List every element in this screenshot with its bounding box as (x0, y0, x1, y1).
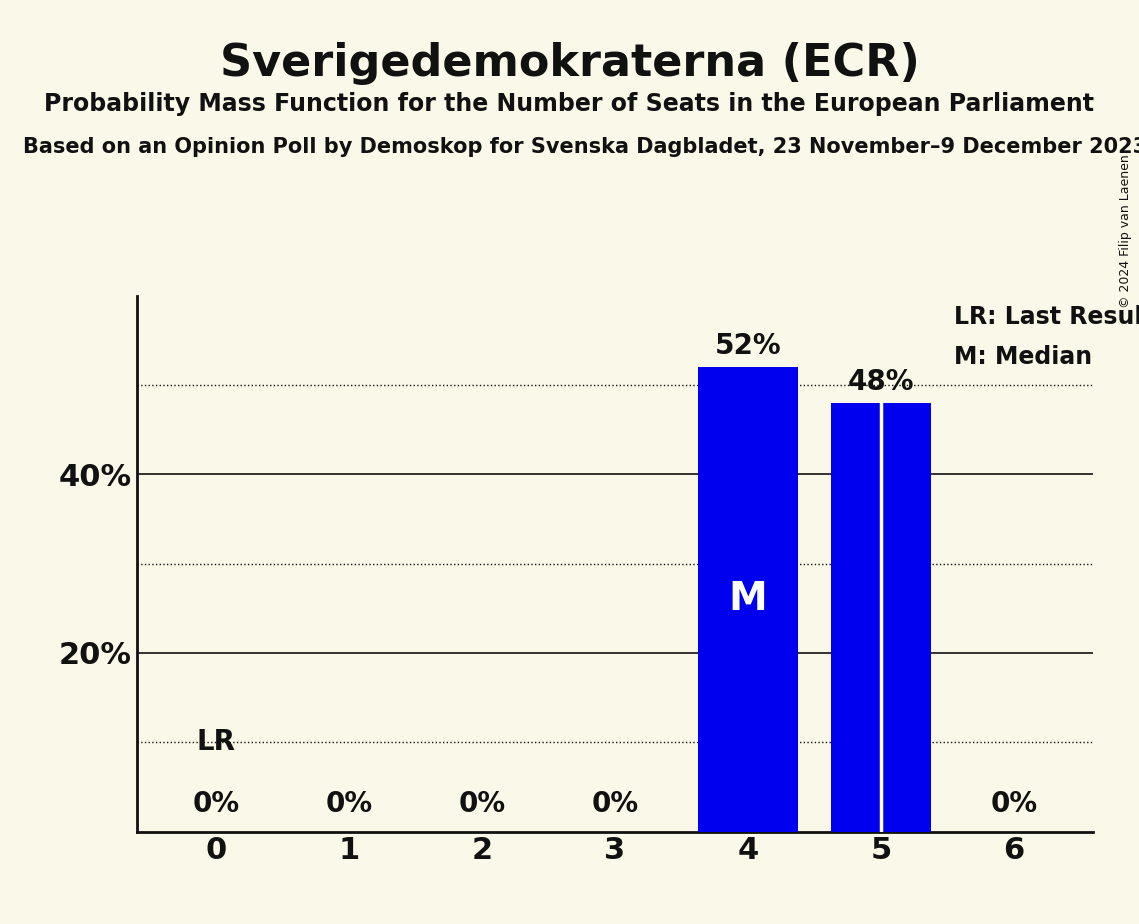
Text: 0%: 0% (591, 790, 639, 819)
Text: LR: Last Result: LR: Last Result (953, 305, 1139, 329)
Bar (831, 403, 931, 832)
Text: Sverigedemokraterna (ECR): Sverigedemokraterna (ECR) (220, 42, 919, 85)
Text: M: M (729, 580, 768, 618)
Text: 0%: 0% (990, 790, 1038, 819)
Text: 0%: 0% (326, 790, 372, 819)
Text: 0%: 0% (192, 790, 240, 819)
Text: LR: LR (197, 728, 236, 756)
Text: 48%: 48% (847, 368, 915, 395)
Text: 52%: 52% (714, 332, 781, 360)
Text: © 2024 Filip van Laenen: © 2024 Filip van Laenen (1118, 154, 1132, 308)
Text: Probability Mass Function for the Number of Seats in the European Parliament: Probability Mass Function for the Number… (44, 92, 1095, 116)
Text: M: Median: M: Median (953, 345, 1092, 369)
Bar (698, 367, 797, 832)
Text: 0%: 0% (459, 790, 506, 819)
Text: Based on an Opinion Poll by Demoskop for Svenska Dagbladet, 23 November–9 Decemb: Based on an Opinion Poll by Demoskop for… (23, 137, 1139, 157)
